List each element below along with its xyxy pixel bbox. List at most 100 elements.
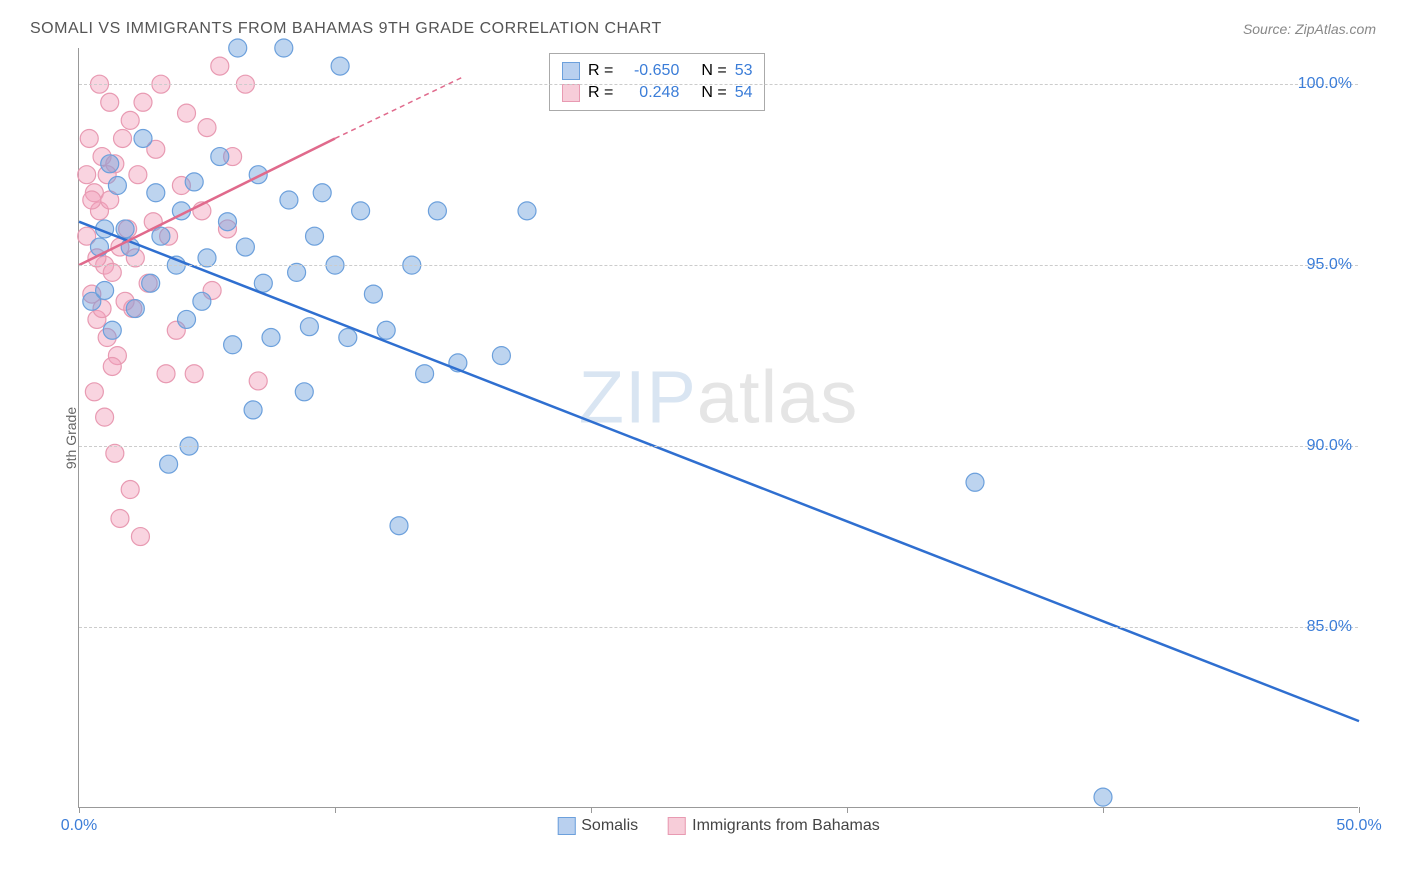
data-point — [152, 227, 170, 245]
data-point — [428, 202, 446, 220]
data-point — [103, 321, 121, 339]
regression-line-extrapolated — [335, 77, 463, 139]
data-point — [275, 39, 293, 57]
data-point — [96, 281, 114, 299]
data-point — [83, 191, 101, 209]
y-axis-label: 9th Grade — [63, 407, 79, 469]
data-point — [80, 129, 98, 147]
data-point — [306, 227, 324, 245]
data-point — [966, 473, 984, 491]
data-point — [131, 528, 149, 546]
n-value[interactable]: 54 — [735, 84, 753, 102]
y-tick-label: 90.0% — [1307, 437, 1352, 455]
correlation-legend: R = -0.650 N = 53 R = 0.248 N = 54 — [549, 53, 765, 111]
data-point — [116, 220, 134, 238]
data-point — [121, 111, 139, 129]
gridline — [79, 446, 1358, 447]
data-point — [295, 383, 313, 401]
data-point — [416, 365, 434, 383]
data-point — [108, 177, 126, 195]
legend-swatch — [562, 84, 580, 102]
data-point — [142, 274, 160, 292]
x-tick — [79, 807, 80, 813]
gridline — [79, 627, 1358, 628]
r-value[interactable]: -0.650 — [621, 62, 679, 80]
data-point — [1094, 788, 1112, 806]
data-point — [198, 119, 216, 137]
data-point — [377, 321, 395, 339]
r-label: R = — [588, 84, 613, 102]
data-point — [78, 166, 96, 184]
x-tick — [847, 807, 848, 813]
data-point — [101, 93, 119, 111]
n-label: N = — [701, 84, 726, 102]
header: SOMALI VS IMMIGRANTS FROM BAHAMAS 9TH GR… — [30, 20, 1376, 38]
data-point — [229, 39, 247, 57]
series-legend: Somalis Immigrants from Bahamas — [557, 817, 880, 835]
legend-item: Immigrants from Bahamas — [668, 817, 880, 835]
data-point — [254, 274, 272, 292]
legend-swatch — [668, 817, 686, 835]
gridline — [79, 265, 1358, 266]
data-point — [178, 104, 196, 122]
data-point — [300, 318, 318, 336]
x-tick — [1359, 807, 1360, 813]
data-point — [249, 372, 267, 390]
data-point — [147, 184, 165, 202]
r-label: R = — [588, 62, 613, 80]
data-point — [390, 517, 408, 535]
data-point — [280, 191, 298, 209]
legend-swatch — [557, 817, 575, 835]
source-attribution: Source: ZipAtlas.com — [1243, 21, 1376, 37]
data-point — [134, 129, 152, 147]
x-tick — [335, 807, 336, 813]
series-name: Somalis — [581, 817, 638, 835]
data-point — [262, 329, 280, 347]
data-point — [185, 365, 203, 383]
x-tick-label: 50.0% — [1336, 817, 1381, 835]
data-point — [211, 57, 229, 75]
data-point — [96, 408, 114, 426]
data-point — [352, 202, 370, 220]
y-tick-label: 85.0% — [1307, 618, 1352, 636]
data-point — [85, 383, 103, 401]
data-point — [364, 285, 382, 303]
r-value[interactable]: 0.248 — [621, 84, 679, 102]
data-point — [218, 213, 236, 231]
data-point — [114, 129, 132, 147]
chart-title: SOMALI VS IMMIGRANTS FROM BAHAMAS 9TH GR… — [30, 20, 662, 38]
y-tick-label: 95.0% — [1307, 256, 1352, 274]
data-point — [160, 455, 178, 473]
data-point — [518, 202, 536, 220]
plot-region: ZIPatlas R =-0.650N =53R =0.248N =54 Som… — [78, 48, 1358, 808]
data-point — [244, 401, 262, 419]
data-point — [178, 310, 196, 328]
series-name: Immigrants from Bahamas — [692, 817, 880, 835]
legend-row: R = -0.650 N = 53 — [562, 60, 752, 82]
gridline — [79, 84, 1358, 85]
data-point — [101, 155, 119, 173]
legend-item: Somalis — [557, 817, 638, 835]
data-point — [121, 481, 139, 499]
data-point — [331, 57, 349, 75]
data-point — [211, 148, 229, 166]
y-tick-label: 100.0% — [1298, 75, 1352, 93]
data-point — [313, 184, 331, 202]
data-point — [193, 292, 211, 310]
data-point — [103, 357, 121, 375]
plot-svg — [79, 48, 1358, 807]
n-label: N = — [701, 62, 726, 80]
data-point — [90, 238, 108, 256]
chart-container: SOMALI VS IMMIGRANTS FROM BAHAMAS 9TH GR… — [0, 0, 1406, 892]
data-point — [111, 509, 129, 527]
n-value[interactable]: 53 — [735, 62, 753, 80]
data-point — [339, 329, 357, 347]
regression-line — [79, 222, 1359, 721]
data-point — [129, 166, 147, 184]
x-tick — [591, 807, 592, 813]
data-point — [224, 336, 242, 354]
chart-area: 9th Grade ZIPatlas R =-0.650N =53R =0.24… — [30, 48, 1376, 828]
data-point — [157, 365, 175, 383]
data-point — [185, 173, 203, 191]
legend-swatch — [562, 62, 580, 80]
